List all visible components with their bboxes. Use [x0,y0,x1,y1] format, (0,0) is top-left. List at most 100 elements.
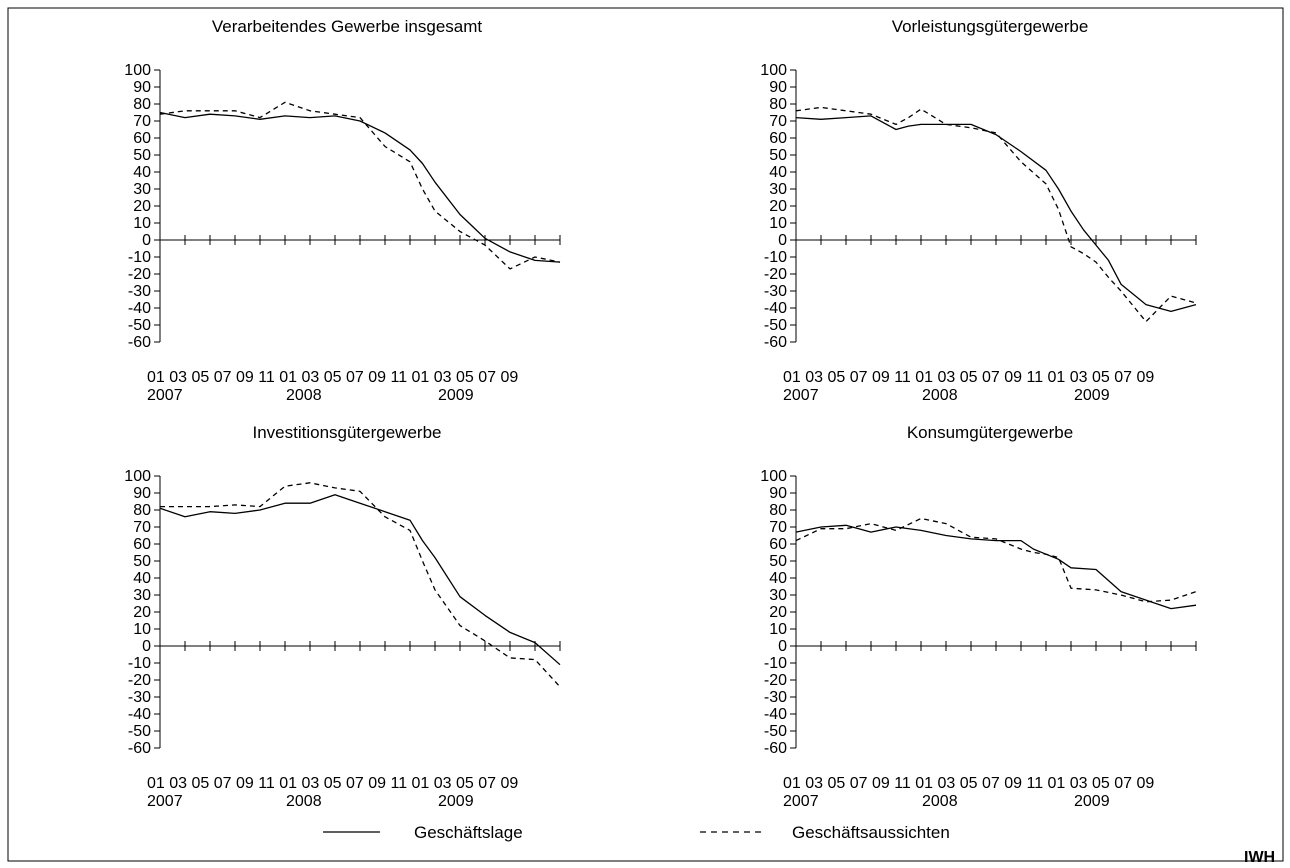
legend-dashed-label: Geschäftsaussichten [792,823,950,842]
y-tick-label: -20 [128,672,151,689]
brand-watermark: IWH [1244,849,1275,866]
y-tick-label: -30 [128,689,151,706]
series-line-geschaeftsaussichten [159,101,561,270]
y-tick-label: -60 [128,740,151,757]
y-tick-label: 10 [133,215,151,232]
y-tick-label: 0 [142,232,151,249]
y-tick-label: 20 [769,198,787,215]
panel-verarbeitendes: Verarbeitendes Gewerbe insgesamt10090807… [124,17,561,404]
y-tick-label: 60 [769,130,787,147]
y-tick-label: -40 [128,300,151,317]
y-tick-label: 10 [769,215,787,232]
panel-vorleistung: Vorleistungsgütergewerbe1009080706050403… [760,17,1197,404]
y-tick-label: 90 [769,79,787,96]
y-tick-label: -30 [764,283,787,300]
series-line-geschaeftsaussichten [795,106,1197,323]
y-tick-label: 20 [769,604,787,621]
y-tick-label: 80 [769,96,787,113]
x-year-label: 2007 [147,793,183,810]
x-year-label: 2009 [1074,793,1110,810]
y-tick-label: 0 [142,638,151,655]
y-tick-label: 40 [133,570,151,587]
panel-title: Investitionsgütergewerbe [252,423,441,442]
y-tick-label: 20 [133,198,151,215]
y-tick-label: -50 [128,317,151,334]
y-tick-label: -10 [128,249,151,266]
y-tick-label: 70 [769,113,787,130]
y-tick-label: 0 [778,638,787,655]
y-tick-label: -40 [764,706,787,723]
x-month-labels: 01 03 05 07 09 11 01 03 05 07 09 11 01 0… [147,775,518,792]
y-tick-label: 40 [769,164,787,181]
x-month-labels: 01 03 05 07 09 11 01 03 05 07 09 11 01 0… [147,369,518,386]
y-tick-label: 80 [133,96,151,113]
legend-solid-label: Geschäftslage [414,823,523,842]
series-line-geschaeftsaussichten [795,517,1197,603]
y-tick-label: -20 [764,266,787,283]
panel-title: Verarbeitendes Gewerbe insgesamt [212,17,483,36]
y-tick-label: -20 [128,266,151,283]
x-year-label: 2009 [1074,387,1110,404]
series-line-geschaeftslage [159,494,561,666]
series-line-geschaeftsaussichten [160,482,561,688]
series-line-geschaeftslage [795,524,1197,610]
series-line-geschaeftslage [159,111,561,263]
y-tick-label: 30 [133,181,151,198]
x-year-label: 2007 [783,793,819,810]
panel-konsum: Konsumgütergewerbe1009080706050403020100… [760,423,1197,810]
y-tick-label: -60 [764,334,787,351]
y-tick-label: 70 [133,113,151,130]
y-tick-label: 100 [760,468,787,485]
y-tick-label: 70 [769,519,787,536]
y-tick-label: 90 [769,485,787,502]
series-line-geschaeftslage [795,115,1197,313]
y-tick-label: 90 [133,485,151,502]
y-tick-label: 60 [133,536,151,553]
y-tick-label: 30 [769,587,787,604]
x-year-label: 2008 [922,387,958,404]
chart-panels: Verarbeitendes Gewerbe insgesamt10090807… [124,17,1197,810]
y-tick-label: 100 [124,62,151,79]
y-tick-label: -10 [764,249,787,266]
y-tick-label: -50 [764,317,787,334]
y-tick-label: 60 [769,536,787,553]
y-tick-label: -40 [764,300,787,317]
x-year-label: 2009 [438,387,474,404]
x-year-label: 2008 [922,793,958,810]
y-tick-label: -50 [764,723,787,740]
x-month-labels: 01 03 05 07 09 11 01 03 05 07 09 11 01 0… [783,369,1154,386]
x-year-label: 2009 [438,793,474,810]
y-tick-label: 20 [133,604,151,621]
y-tick-label: 80 [133,502,151,519]
y-tick-label: 10 [133,621,151,638]
y-tick-label: 60 [133,130,151,147]
y-tick-label: 40 [133,164,151,181]
panel-investition: Investitionsgütergewerbe1009080706050403… [124,423,561,810]
y-tick-label: 50 [769,147,787,164]
x-year-label: 2008 [286,387,322,404]
outer-border [7,7,1284,862]
y-tick-label: -60 [764,740,787,757]
panel-title: Konsumgütergewerbe [907,423,1073,442]
x-month-labels: 01 03 05 07 09 11 01 03 05 07 09 11 01 0… [783,775,1154,792]
x-year-label: 2007 [783,387,819,404]
y-tick-label: 50 [133,553,151,570]
y-tick-label: -40 [128,706,151,723]
y-tick-label: 0 [778,232,787,249]
y-tick-label: -20 [764,672,787,689]
y-tick-label: 40 [769,570,787,587]
y-tick-label: 90 [133,79,151,96]
legend: Geschäftslage Geschäftsaussichten [323,823,950,842]
panel-title: Vorleistungsgütergewerbe [892,17,1089,36]
y-tick-label: 50 [133,147,151,164]
x-year-label: 2008 [286,793,322,810]
x-year-label: 2007 [147,387,183,404]
y-tick-label: -10 [764,655,787,672]
y-tick-label: 30 [133,587,151,604]
y-tick-label: 30 [769,181,787,198]
y-tick-label: 80 [769,502,787,519]
y-tick-label: -60 [128,334,151,351]
y-tick-label: -30 [128,283,151,300]
y-tick-label: 100 [760,62,787,79]
